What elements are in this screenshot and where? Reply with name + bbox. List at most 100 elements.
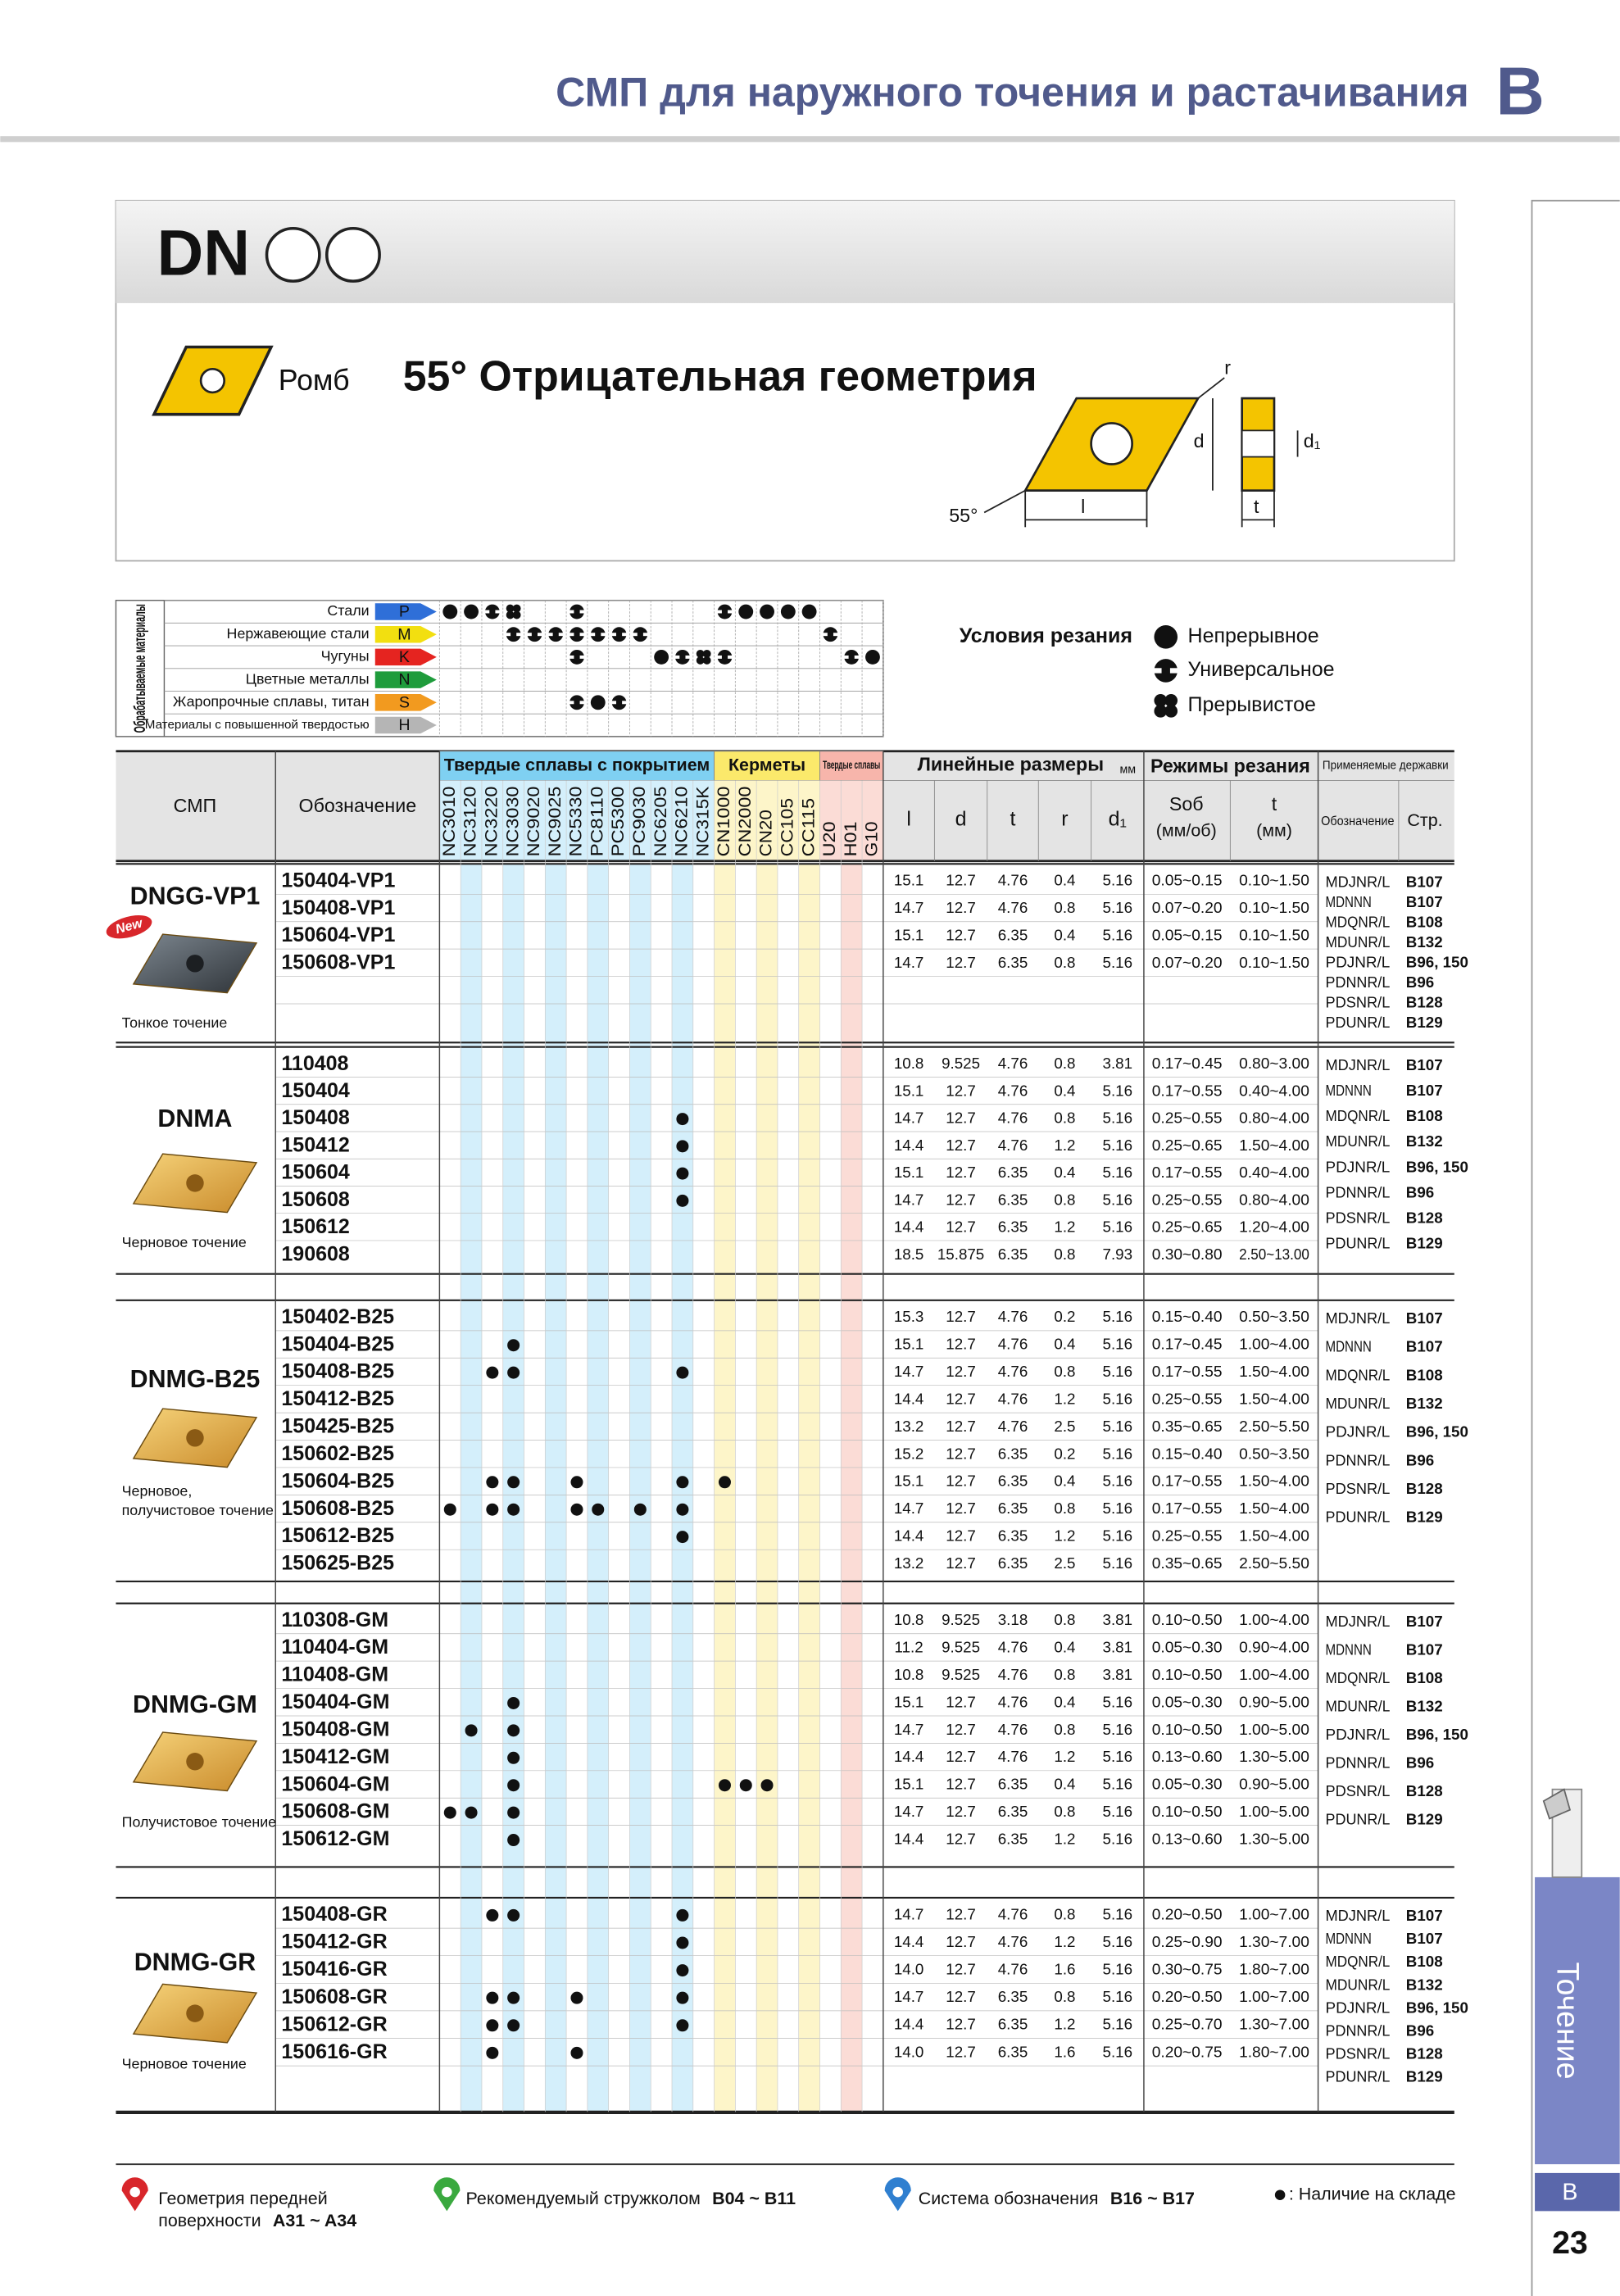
grade-name: PC9030 bbox=[629, 787, 649, 857]
symbol-notch bbox=[610, 633, 616, 637]
grade-name: CC115 bbox=[798, 798, 818, 857]
stock-dot bbox=[676, 1936, 689, 1949]
insert-note: получистовое точение bbox=[122, 1502, 274, 1518]
cell-d1: 5.16 bbox=[1103, 899, 1133, 916]
insert-designation: 150408-B25 bbox=[281, 1360, 394, 1383]
cell-t: 6.35 bbox=[998, 1445, 1028, 1462]
symbol-dot bbox=[569, 695, 584, 710]
cell-l: 14.4 bbox=[894, 1830, 924, 1847]
holder-code: PDNNR/L bbox=[1326, 1754, 1391, 1771]
symbol-dot bbox=[801, 604, 817, 619]
condition-symbol bbox=[865, 649, 880, 665]
cell-d: 12.7 bbox=[946, 1905, 976, 1922]
dim-l: l bbox=[1081, 496, 1085, 517]
holder-code: MDUNR/L bbox=[1326, 933, 1391, 951]
symbol-lobe bbox=[702, 656, 711, 665]
material-badge bbox=[374, 671, 437, 688]
insert-series: DNMG-GM bbox=[133, 1691, 257, 1718]
cell-t: 4.76 bbox=[998, 1109, 1028, 1127]
cell-d: 12.7 bbox=[946, 1721, 976, 1738]
symbol-notch bbox=[716, 610, 722, 614]
insert-designation: 150604-GM bbox=[281, 1772, 389, 1795]
stock-legend-dot bbox=[1274, 2189, 1286, 2200]
stock-dot bbox=[486, 1366, 499, 1379]
stock-dot bbox=[486, 1908, 499, 1922]
cell-d: 12.7 bbox=[946, 1776, 976, 1793]
symbol-lobe bbox=[1164, 694, 1178, 707]
cell-d1: 5.16 bbox=[1103, 1500, 1133, 1517]
cell-t: 6.35 bbox=[998, 954, 1028, 971]
cell-l: 14.0 bbox=[894, 2043, 924, 2060]
cell-depth: 1.00~7.00 bbox=[1239, 1905, 1309, 1922]
grade-name: NC9025 bbox=[545, 787, 565, 857]
cell-l: 15.1 bbox=[894, 1472, 924, 1490]
symbol-dot bbox=[484, 604, 500, 619]
cell-d: 12.7 bbox=[946, 872, 976, 889]
cell-r: 0.8 bbox=[1054, 1363, 1075, 1380]
symbol-notch bbox=[569, 633, 574, 637]
cell-d1: 5.16 bbox=[1103, 2016, 1133, 2033]
condition-symbol bbox=[569, 604, 585, 619]
symbol-notch bbox=[558, 633, 565, 637]
cell-l: 15.1 bbox=[894, 1693, 924, 1710]
symbol-notch bbox=[516, 633, 522, 637]
symbol-notch bbox=[854, 655, 860, 659]
insert-designation: 150602-B25 bbox=[281, 1442, 394, 1465]
cell-depth: 1.30~7.00 bbox=[1239, 1933, 1309, 1950]
cell-d: 9.525 bbox=[942, 1639, 980, 1656]
insert-designation: 150608-GM bbox=[281, 1800, 389, 1823]
symbol-notch bbox=[674, 655, 680, 659]
cell-d: 12.7 bbox=[946, 899, 976, 916]
symbol-notch bbox=[728, 610, 733, 614]
symbol-dot bbox=[590, 695, 606, 710]
stock-dot bbox=[570, 1476, 583, 1489]
footer-ref: B16 ~ B17 bbox=[1110, 2189, 1195, 2208]
cell-d1: 5.16 bbox=[1103, 1554, 1133, 1572]
symbol-dot bbox=[780, 604, 796, 619]
holder-page: B132 bbox=[1406, 933, 1443, 951]
cell-l: 14.7 bbox=[894, 1109, 924, 1127]
footer-text-part: Рекомендуемый стружколом bbox=[466, 2189, 701, 2208]
holder-page: B129 bbox=[1406, 1235, 1443, 1252]
grade-name: NC5330 bbox=[566, 787, 586, 857]
symbol-dot bbox=[717, 649, 733, 665]
grade-stripe bbox=[587, 864, 609, 2113]
material-code: H bbox=[398, 716, 410, 734]
cell-t: 6.35 bbox=[998, 1164, 1028, 1181]
header-dim: r bbox=[1061, 807, 1068, 830]
cell-feed: 0.25~0.65 bbox=[1152, 1218, 1223, 1236]
condition-symbol bbox=[506, 604, 521, 619]
condition-symbol bbox=[1153, 659, 1178, 683]
cell-feed: 0.15~0.40 bbox=[1152, 1308, 1223, 1325]
holder-code: MDQNR/L bbox=[1326, 913, 1391, 930]
cell-d: 12.7 bbox=[946, 954, 976, 971]
stock-dot bbox=[486, 2019, 499, 2032]
symbol-notch bbox=[642, 633, 649, 637]
cell-r: 0.4 bbox=[1054, 1336, 1075, 1353]
cell-l: 18.5 bbox=[894, 1246, 924, 1263]
cell-r: 0.4 bbox=[1054, 1472, 1075, 1490]
cell-t: 4.76 bbox=[998, 1693, 1028, 1710]
insert-drawing bbox=[983, 377, 1299, 528]
cell-feed: 0.30~0.80 bbox=[1152, 1246, 1223, 1263]
holder-code: MDQNR/L bbox=[1326, 1953, 1391, 1970]
grade-name: NC6210 bbox=[672, 787, 692, 857]
cell-feed: 0.17~0.55 bbox=[1152, 1500, 1223, 1517]
material-name: Стали bbox=[327, 602, 369, 619]
insert-note: Получистовое точение bbox=[122, 1814, 277, 1831]
holder-code: PDNNR/L bbox=[1326, 1183, 1391, 1200]
insert-designation: 150616-GR bbox=[281, 2040, 387, 2063]
insert-designation: 110408 bbox=[281, 1052, 348, 1075]
cell-depth: 0.90~4.00 bbox=[1239, 1639, 1309, 1656]
cell-t: 6.35 bbox=[998, 1803, 1028, 1820]
symbol-dot bbox=[717, 604, 733, 619]
condition-symbol bbox=[484, 604, 501, 619]
cell-r: 0.8 bbox=[1054, 1905, 1075, 1922]
cell-d: 12.7 bbox=[946, 1308, 976, 1325]
cell-l: 15.1 bbox=[894, 927, 924, 944]
cell-r: 1.2 bbox=[1054, 1390, 1075, 1407]
cell-feed: 0.17~0.45 bbox=[1152, 1055, 1223, 1072]
cell-d1: 5.16 bbox=[1103, 1803, 1133, 1820]
cell-d1: 5.16 bbox=[1103, 1905, 1133, 1922]
